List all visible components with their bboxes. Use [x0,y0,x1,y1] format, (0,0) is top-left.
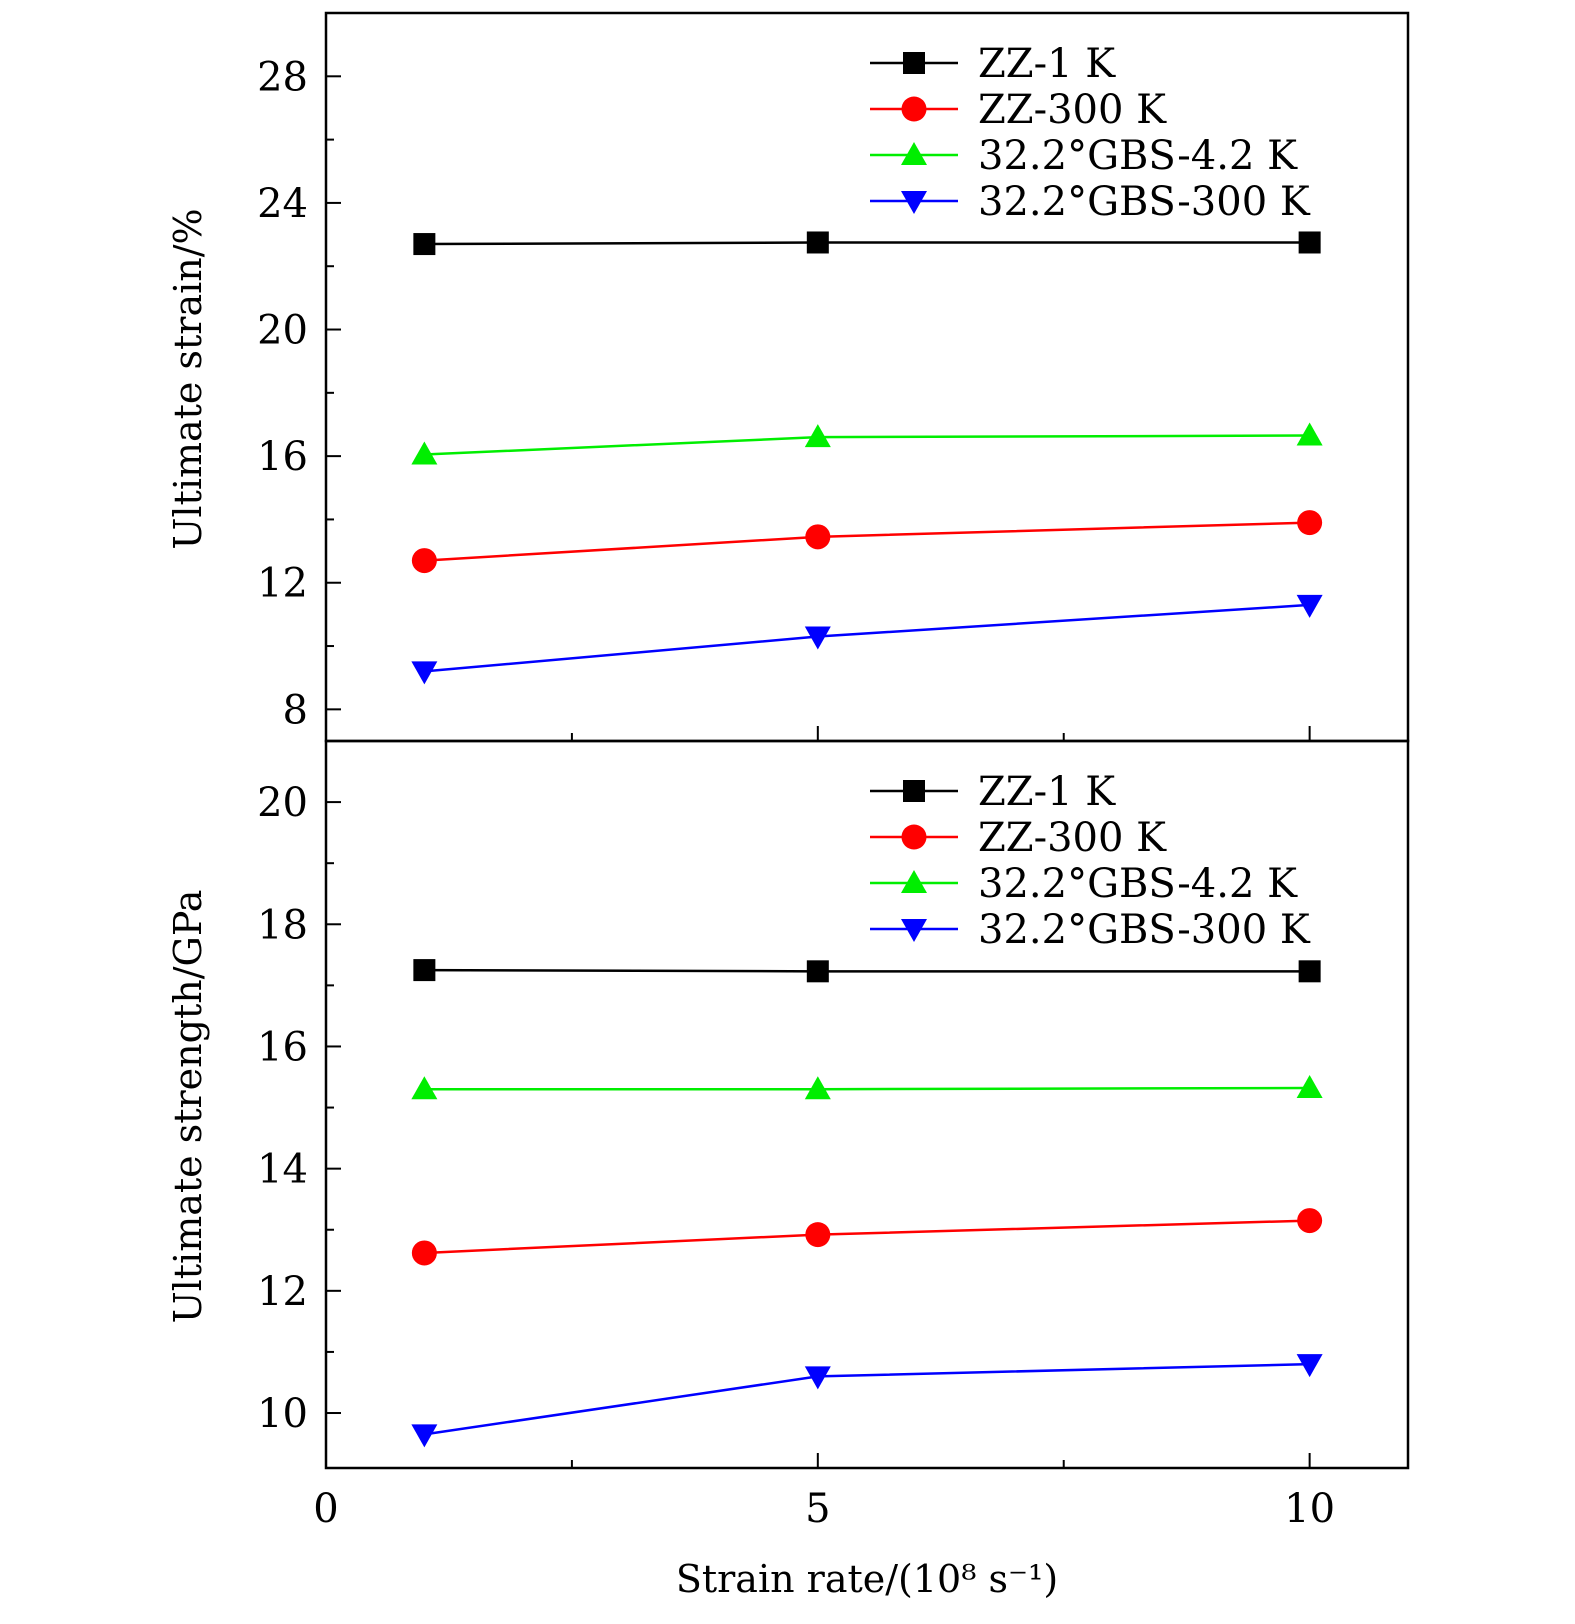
data-point-2-0 [411,441,438,465]
data-point-3-0 [411,661,438,685]
legend-marker [903,52,925,74]
data-point-3-1 [804,1366,831,1390]
series-line-3 [424,603,1310,673]
x-tick-label: 0 [313,1486,338,1532]
legend-marker [901,919,927,942]
legend-label: ZZ-300 K [978,87,1167,133]
data-point-2-1 [804,1076,831,1100]
series-line-0 [424,968,1310,973]
panel-top: 8 12 16 20 24 28 Ultimate strain/% ZZ-1 KZZ-300… [166,11,1410,743]
data-point-3-1 [804,626,831,650]
y-axis-title: Ultimate strength/GPa [166,890,210,1324]
legend-marker [903,780,925,802]
y-tick-label: 20 [257,780,308,826]
data-point-1-1 [805,524,831,550]
series-line-1 [424,1219,1310,1255]
x-axis: 0 5 10 Strain rate/(10⁸ s⁻¹) [313,1486,1335,1601]
legend-label: 32.2°GBS-4.2 K [978,133,1298,179]
y-tick-label: 28 [257,54,308,100]
series-line-3 [424,1362,1310,1436]
y-tick-label: 12 [257,1269,308,1315]
series-line-1 [424,521,1310,562]
data-point-3-0 [411,1424,438,1448]
y-tick-label: 10 [257,1391,308,1437]
data-point-2-2 [1296,422,1323,446]
legend-label: ZZ-1 K [978,41,1116,87]
legend-label: 32.2°GBS-300 K [978,907,1311,953]
y-tick-label: 16 [257,1024,308,1070]
x-tick-label: 5 [805,1486,830,1532]
y-tick-label: 16 [257,434,308,480]
legend-label: 32.2°GBS-300 K [978,179,1311,225]
y-tick-label: 14 [257,1147,308,1193]
y-tick-label: 12 [257,561,308,607]
data-point-1-1 [805,1222,831,1248]
y-tick-label: 20 [257,308,308,354]
data-point-1-2 [1297,510,1323,536]
data-point-2-2 [1296,1075,1323,1099]
legend-label: ZZ-1 K [978,769,1116,815]
x-axis-title: Strain rate/(10⁸ s⁻¹) [676,1557,1058,1601]
data-point-0-0 [413,233,436,256]
legend-marker [901,191,927,214]
legend: ZZ-1 KZZ-300 K32.2°GBS-4.2 K32.2°GBS-300… [870,769,1311,953]
legend-marker [901,142,927,165]
data-point-1-2 [1297,1208,1323,1234]
data-point-3-2 [1296,594,1323,618]
data-point-2-1 [804,424,831,448]
series-line-2 [424,434,1310,456]
data-point-0-1 [806,960,829,983]
x-tick-label: 10 [1284,1486,1335,1532]
series-line-0 [424,241,1310,246]
data-point-3-2 [1296,1354,1323,1378]
plot-frame [324,739,1410,1470]
y-tick-label: 8 [283,687,308,733]
y-tick-label: 24 [257,181,308,227]
data-point-0-2 [1298,960,1321,983]
legend-label: ZZ-300 K [978,815,1167,861]
data-point-0-2 [1298,231,1321,254]
legend: ZZ-1 KZZ-300 K32.2°GBS-4.2 K32.2°GBS-300… [870,41,1311,225]
data-point-1-0 [411,548,437,574]
legend-label: 32.2°GBS-4.2 K [978,861,1298,907]
legend-marker [901,96,927,122]
panel-bottom: 10 12 14 16 18 20 Ultimate strength/GPa ZZ-1 KZ… [166,739,1410,1470]
plot-frame [324,11,1410,743]
data-point-0-0 [413,959,436,982]
legend-marker [901,870,927,893]
y-tick-label: 18 [257,902,308,948]
data-point-2-0 [411,1076,438,1100]
series-line-2 [424,1086,1310,1091]
y-axis-title: Ultimate strain/% [166,208,210,549]
data-point-1-0 [411,1240,437,1266]
data-point-0-1 [806,231,829,254]
legend-marker [901,824,927,850]
